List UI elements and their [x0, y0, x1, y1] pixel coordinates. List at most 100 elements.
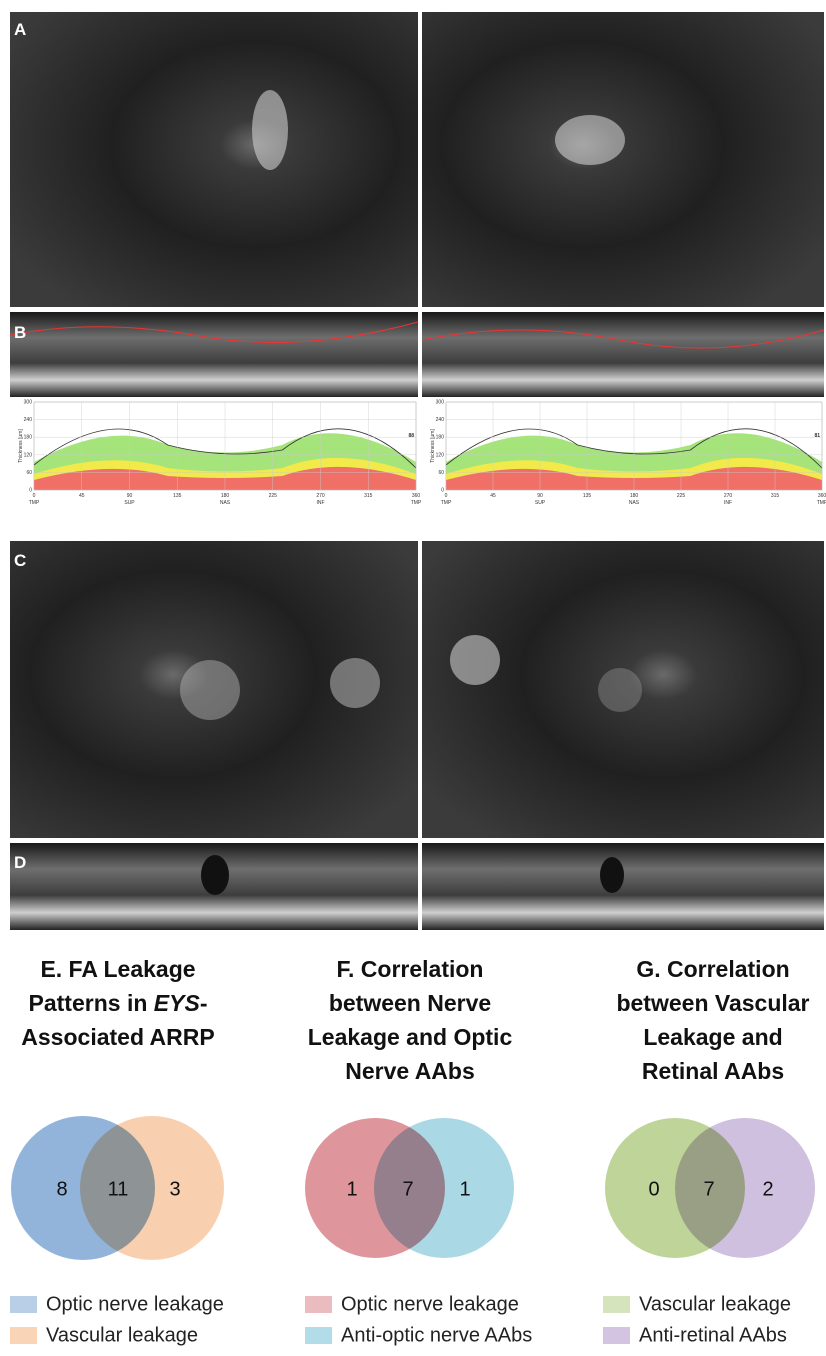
legend-swatch [305, 1327, 332, 1344]
legend-label: Anti-optic nerve AAbs [341, 1324, 532, 1346]
title-part: Leakage and [643, 1024, 782, 1050]
venn-count: 0 [648, 1178, 659, 1200]
sector-label: NAS [629, 500, 640, 506]
fundus-image [10, 12, 418, 307]
x-tick-label: 90 [537, 493, 543, 499]
legend-swatch [603, 1327, 630, 1344]
fundus-image [422, 12, 824, 307]
venn-title: F. Correlation [337, 956, 484, 982]
venn-count: 2 [762, 1178, 773, 1200]
x-tick-label: 225 [677, 493, 686, 499]
legend-label: Vascular leakage [639, 1293, 791, 1315]
x-tick-label: 45 [490, 493, 496, 499]
panel-label: A [14, 20, 26, 39]
legend-label: Anti-retinal AAbs [639, 1324, 787, 1346]
venn-set [80, 1116, 224, 1260]
macular-leakage [598, 668, 642, 712]
x-tick-label: 270 [316, 493, 325, 499]
x-tick-label: 90 [127, 493, 133, 499]
venn-title: between Nerve [329, 990, 491, 1016]
venn-title: Retinal AAbs [642, 1058, 784, 1084]
sector-label: INF [724, 500, 732, 506]
venn-count: 7 [402, 1178, 413, 1200]
average-value: 81 [814, 433, 820, 439]
x-tick-label: 315 [771, 493, 780, 499]
legend-swatch [10, 1327, 37, 1344]
sector-label: NAS [220, 500, 231, 506]
title-part: F. Correlation [337, 956, 484, 982]
sector-label: SUP [535, 500, 546, 506]
venn-title: Leakage and [643, 1024, 782, 1050]
title-part: between Nerve [329, 990, 491, 1016]
title-part: E. FA Leakage [40, 956, 195, 982]
legend-swatch [603, 1296, 630, 1313]
x-tick-label: 0 [33, 493, 36, 499]
x-tick-label: 45 [79, 493, 85, 499]
title-part: Patterns in [29, 990, 154, 1016]
legend-swatch [10, 1296, 37, 1313]
optic-disc [330, 658, 380, 708]
x-tick-label: 315 [364, 493, 373, 499]
y-tick-label: 300 [24, 400, 33, 406]
y-tick-label: 180 [436, 435, 445, 441]
venn-title: E. FA Leakage [40, 956, 195, 982]
y-tick-label: 60 [438, 470, 444, 476]
title-part: between Vascular [616, 990, 809, 1016]
oct-scan [422, 843, 824, 930]
venn-count: 1 [346, 1178, 357, 1200]
venn-count: 1 [459, 1178, 470, 1200]
venn-title: G. Correlation [636, 956, 789, 982]
y-tick-label: 300 [436, 400, 445, 406]
x-tick-label: 0 [445, 493, 448, 499]
x-tick-label: 180 [221, 493, 230, 499]
title-part: Associated ARRP [21, 1024, 214, 1050]
cystoid-space [600, 857, 624, 893]
title-part: - [200, 990, 208, 1016]
y-tick-label: 120 [24, 452, 33, 458]
panel-label: D [14, 853, 26, 872]
venn-set [675, 1118, 815, 1258]
title-part: G. Correlation [636, 956, 789, 982]
sector-label: TMP [29, 500, 40, 506]
title-part: Nerve AAbs [345, 1058, 475, 1084]
venn-title: Patterns in EYS- [29, 990, 208, 1016]
optic-disc [252, 90, 288, 170]
legend-label: Vascular leakage [46, 1324, 198, 1346]
legend-label: Optic nerve leakage [46, 1293, 224, 1315]
venn-title: Leakage and Optic [308, 1024, 513, 1050]
venn-title: Nerve AAbs [345, 1058, 475, 1084]
x-tick-label: 135 [173, 493, 182, 499]
average-value: 88 [408, 433, 414, 439]
y-tick-label: 120 [436, 452, 445, 458]
legend-label: Optic nerve leakage [341, 1293, 519, 1315]
venn-count: 3 [169, 1178, 180, 1200]
venn-title: Associated ARRP [21, 1024, 214, 1050]
venn-set [374, 1118, 514, 1258]
title-part: Retinal AAbs [642, 1058, 784, 1084]
venn-count: 7 [703, 1178, 714, 1200]
sector-label: TMP [441, 500, 452, 506]
y-tick-label: 180 [24, 435, 33, 441]
sector-label: TMP [817, 500, 826, 506]
figure: ABCD060120180240300045901351802252703153… [0, 0, 826, 1356]
legend-swatch [305, 1296, 332, 1313]
y-tick-label: 60 [26, 470, 32, 476]
x-tick-label: 135 [583, 493, 592, 499]
panel-label: C [14, 551, 26, 570]
venn-count: 8 [56, 1178, 67, 1200]
x-tick-label: 360 [412, 493, 421, 499]
optic-disc [555, 115, 625, 165]
cystoid-space [201, 855, 229, 895]
title-part: Leakage and Optic [308, 1024, 513, 1050]
y-tick-label: 240 [24, 417, 33, 423]
y-axis-label: Thickness [µm] [430, 429, 436, 463]
sector-label: SUP [124, 500, 135, 506]
optic-disc [450, 635, 500, 685]
oct-scan [422, 312, 824, 397]
macular-leakage [180, 660, 240, 720]
y-axis-label: Thickness [µm] [18, 429, 24, 463]
venn-title: between Vascular [616, 990, 809, 1016]
venn-count: 11 [108, 1178, 129, 1200]
x-tick-label: 225 [269, 493, 278, 499]
sector-label: TMP [411, 500, 422, 506]
